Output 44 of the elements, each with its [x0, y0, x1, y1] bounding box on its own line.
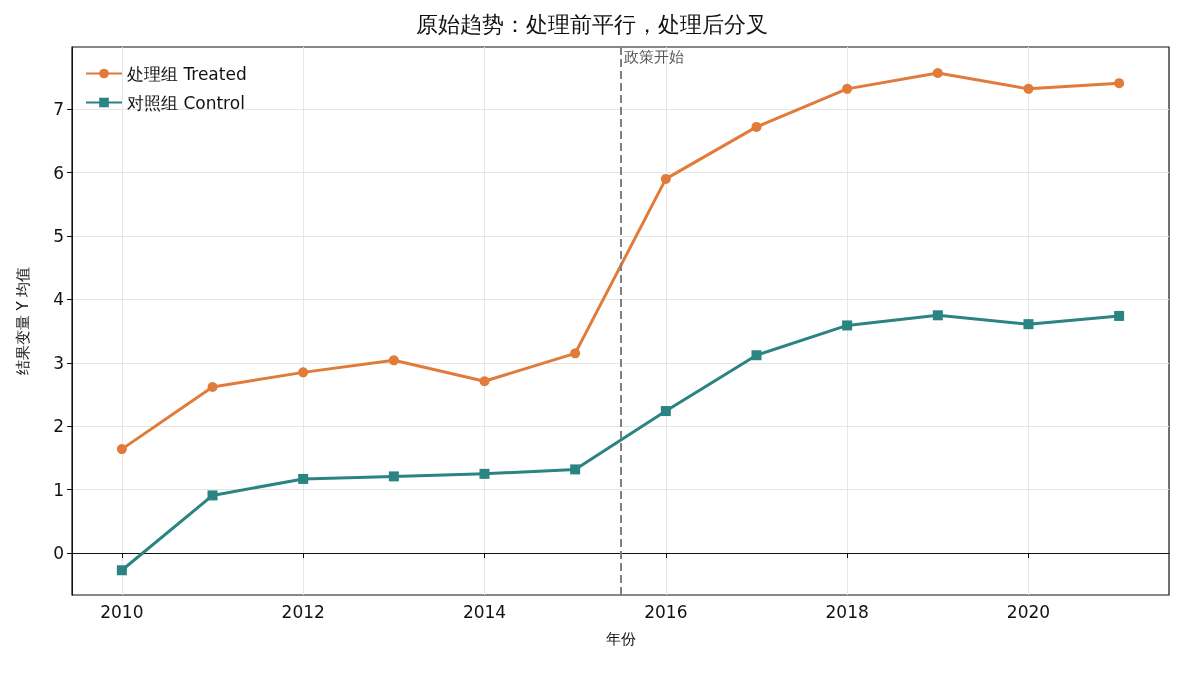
x-axis-title: 年份 [605, 629, 636, 648]
point [207, 381, 218, 392]
legend-label: 对照组 Control [127, 92, 245, 113]
y-tick-label: 7 [53, 99, 64, 120]
point [660, 173, 671, 184]
point [116, 565, 127, 576]
chart-title: 原始趋势：处理前平行，处理后分叉 [416, 11, 768, 37]
point [1114, 78, 1125, 89]
y-tick-label: 4 [53, 289, 64, 310]
point [932, 310, 943, 321]
point [207, 490, 218, 501]
x-tick-label: 2016 [644, 601, 688, 622]
point [842, 320, 853, 331]
point [388, 471, 399, 482]
point [1023, 83, 1034, 94]
ref-line-label: 政策开始 [623, 47, 684, 66]
point [932, 68, 943, 78]
point [298, 473, 309, 484]
point [479, 468, 490, 479]
x-tick-label: 2018 [825, 601, 869, 622]
x-tick-label: 2020 [1006, 601, 1051, 622]
y-tick-label: 2 [53, 416, 64, 437]
point [1114, 310, 1125, 321]
point [116, 444, 127, 455]
point [570, 348, 581, 359]
point [660, 406, 671, 417]
x-tick-label: 2014 [462, 601, 507, 622]
point [751, 121, 762, 132]
y-tick-label: 3 [53, 352, 64, 373]
y-axis-title: 结果变量 Y 均值 [13, 266, 32, 376]
x-tick-label: 2012 [281, 601, 325, 622]
x-tick-label: 2010 [100, 601, 144, 622]
y-tick-label: 1 [53, 479, 64, 500]
point [1023, 319, 1034, 330]
point [751, 350, 762, 361]
y-tick-label: 0 [53, 543, 64, 564]
point [298, 367, 309, 378]
y-tick-label: 6 [53, 162, 64, 183]
y-tick-label: 5 [53, 226, 64, 247]
point [479, 376, 490, 387]
point [570, 464, 581, 475]
legend-label: 处理组 Treated [127, 63, 247, 84]
point [388, 355, 399, 366]
point [842, 83, 853, 94]
